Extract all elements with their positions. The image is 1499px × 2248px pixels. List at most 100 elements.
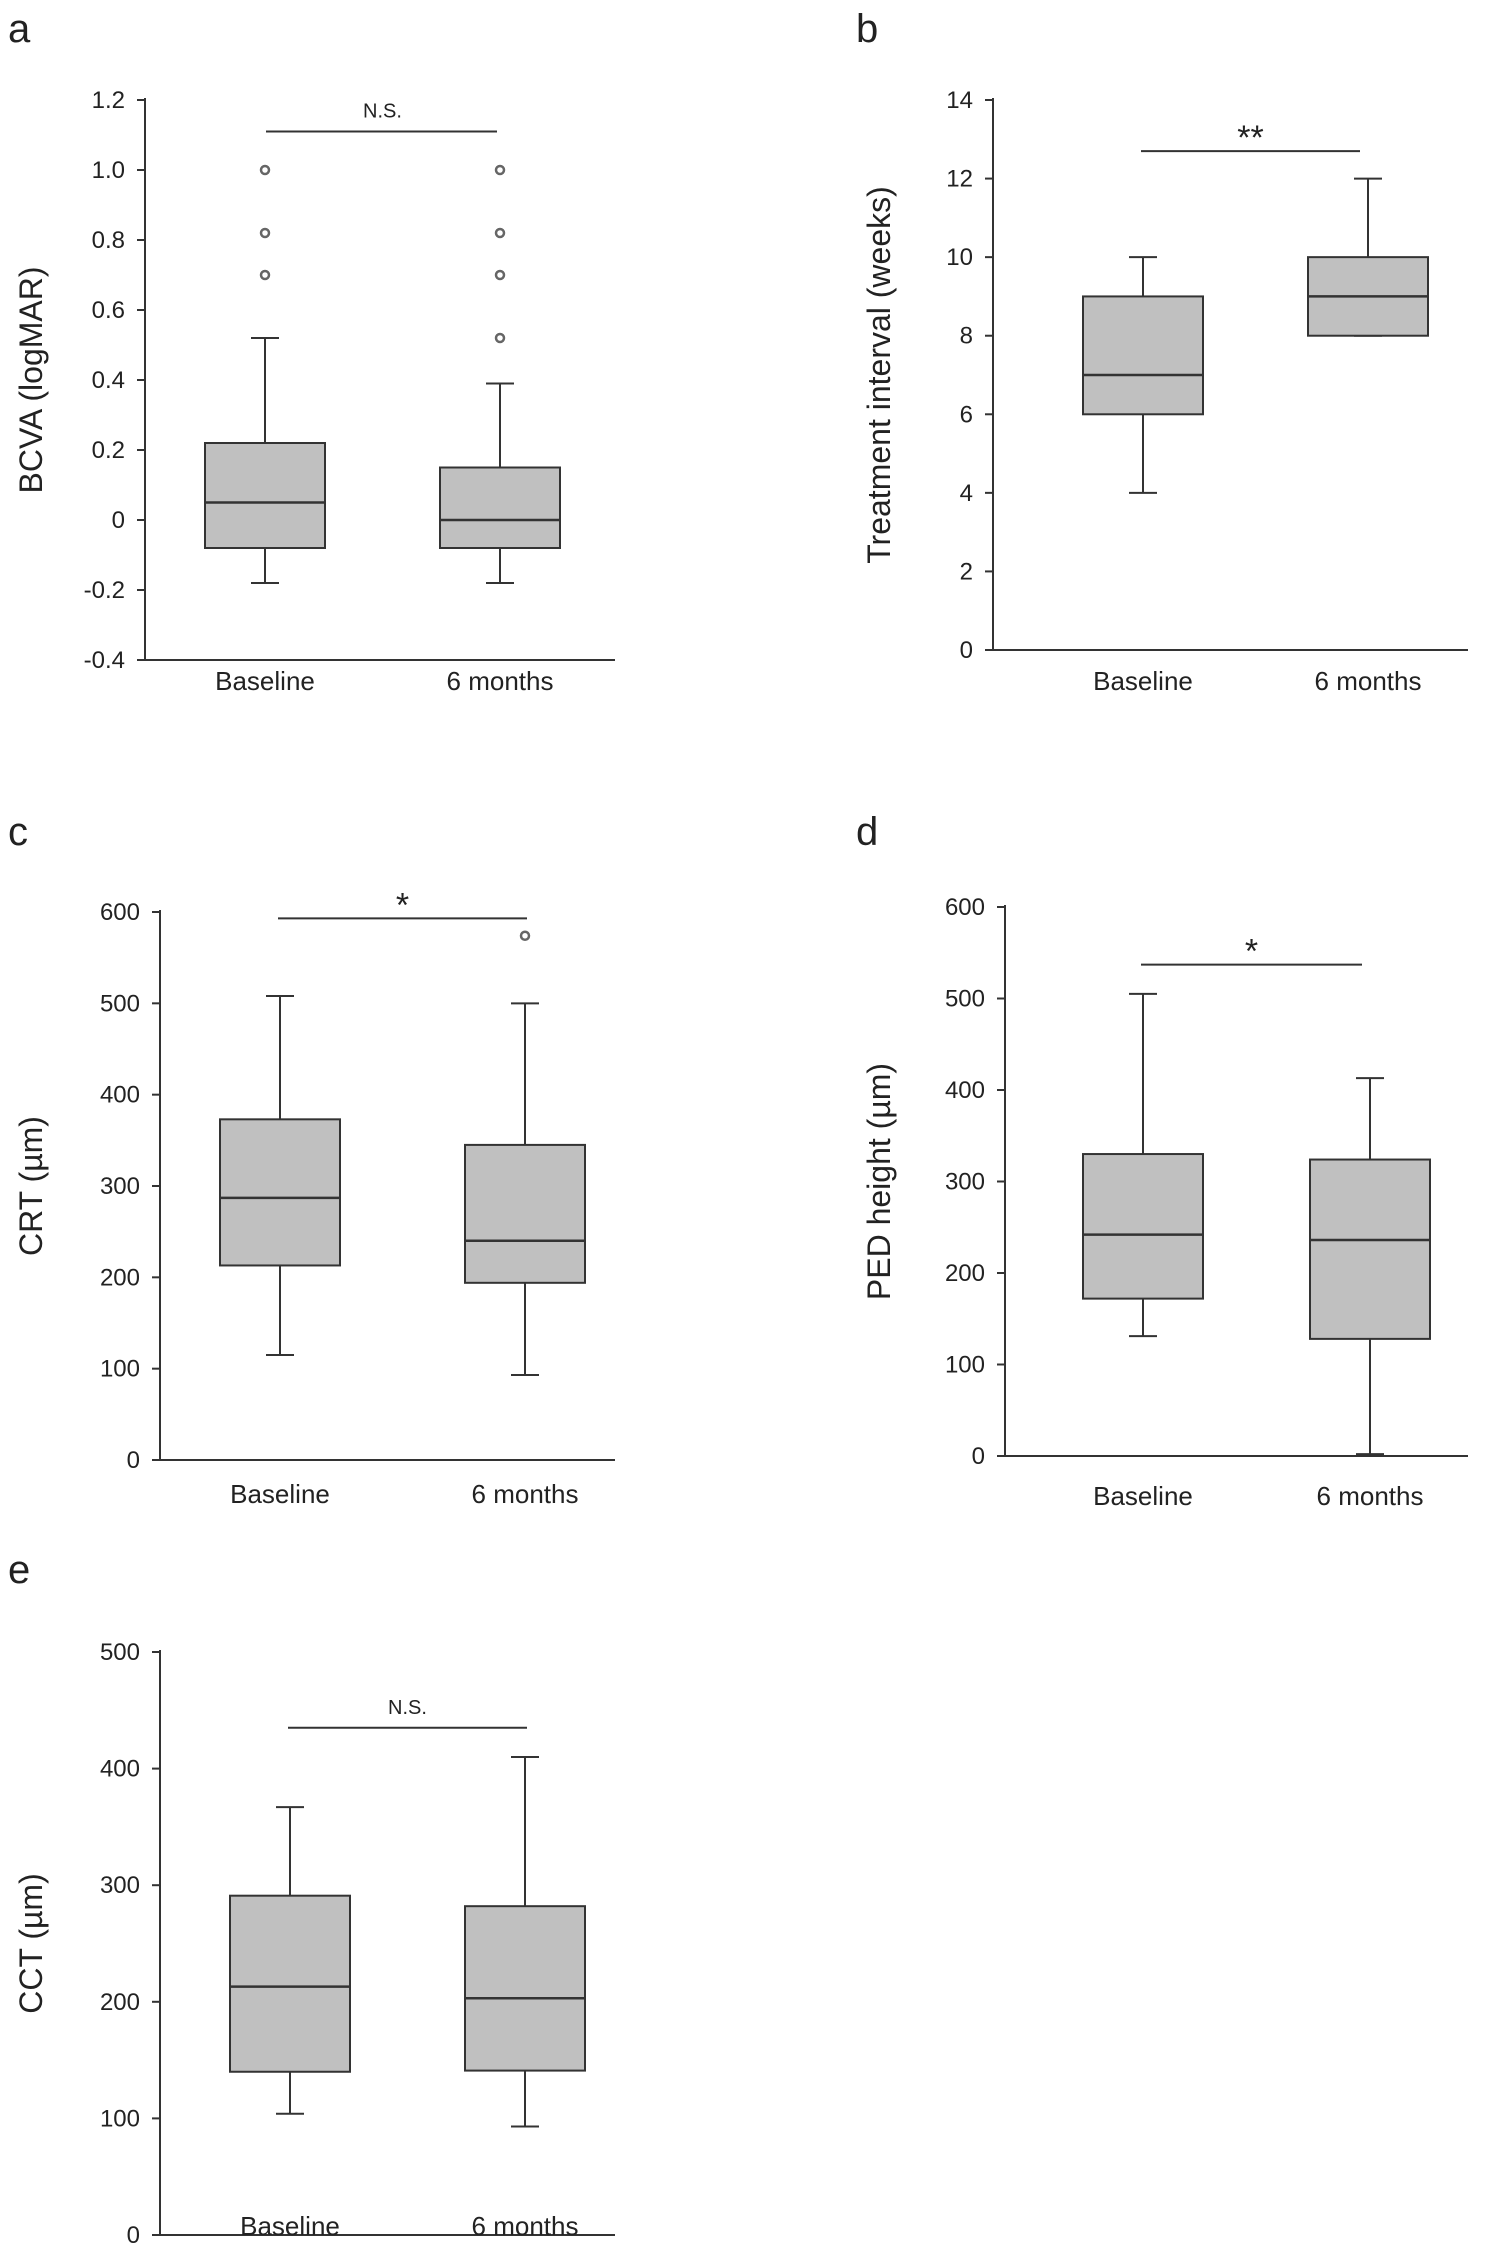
y-tick-label: 0 bbox=[972, 1443, 985, 1470]
y-tick-label: 300 bbox=[945, 1169, 985, 1196]
y-tick-label: 100 bbox=[945, 1352, 985, 1379]
significance-label: N.S. bbox=[388, 1697, 427, 1719]
y-tick-label: 500 bbox=[100, 990, 140, 1017]
panel-a-letter: a bbox=[8, 7, 31, 51]
y-tick-label: 500 bbox=[100, 1639, 140, 1666]
panel-b: b 0 2 4 6 8 10 12 14 Treatment interval (weeks) B… bbox=[856, 7, 1468, 696]
iqr-box bbox=[1309, 1158, 1431, 1340]
x-category-label: 6 months bbox=[447, 666, 554, 696]
y-tick-label: 300 bbox=[100, 1872, 140, 1899]
y-tick-label: -0.4 bbox=[84, 647, 125, 674]
panel-d: d 0 100 200 300 400 500 600 PED height (µm) Base… bbox=[856, 810, 1468, 1511]
y-tick-label: 0.8 bbox=[92, 227, 125, 254]
y-tick-label: 400 bbox=[100, 1756, 140, 1783]
box-6-months bbox=[1309, 1077, 1431, 1456]
outlier-point bbox=[494, 164, 506, 176]
box-baseline bbox=[229, 1806, 351, 2115]
y-axis-label: CCT (µm) bbox=[13, 1873, 49, 2013]
box-6-months bbox=[439, 164, 561, 584]
y-tick-label: 10 bbox=[946, 244, 973, 271]
y-tick-label: 14 bbox=[946, 87, 973, 114]
y-tick-label: 300 bbox=[100, 1173, 140, 1200]
panel-a: a -0.4 -0.2 0 0.2 0.4 0.6 0.8 1.0 1.2 BCVA (logMA… bbox=[8, 7, 615, 696]
x-category-label: 6 months bbox=[472, 2211, 579, 2241]
box-baseline bbox=[1082, 992, 1204, 1338]
significance-label: ** bbox=[1237, 119, 1263, 157]
y-tick-label: 6 bbox=[960, 401, 973, 428]
panel-b-letter: b bbox=[856, 7, 878, 51]
x-category-label: 6 months bbox=[472, 1479, 579, 1509]
y-tick-label: 100 bbox=[100, 2105, 140, 2132]
panel-d-letter: d bbox=[856, 810, 878, 854]
panel-a-plot: -0.4 -0.2 0 0.2 0.4 0.6 0.8 1.0 1.2 BCVA (logMAR)… bbox=[13, 87, 615, 696]
y-tick-label: 0.6 bbox=[92, 297, 125, 324]
y-tick-label: 600 bbox=[945, 894, 985, 921]
y-tick-label: 0 bbox=[960, 637, 973, 664]
x-category-label: Baseline bbox=[215, 666, 315, 696]
y-axis-label: CRT (µm) bbox=[13, 1116, 49, 1256]
x-category-label: Baseline bbox=[230, 1479, 330, 1509]
iqr-box bbox=[204, 442, 326, 549]
box-baseline bbox=[219, 995, 341, 1356]
y-tick-label: 4 bbox=[960, 480, 973, 507]
y-tick-label: 200 bbox=[100, 1989, 140, 2016]
box-6-months bbox=[1307, 177, 1429, 337]
outlier-point bbox=[259, 164, 271, 176]
panel-c: c 0 100 200 300 400 500 600 CRT (µm) Baseline 6 m… bbox=[8, 810, 615, 1509]
y-tick-label: 1.0 bbox=[92, 157, 125, 184]
y-tick-label: 2 bbox=[960, 558, 973, 585]
iqr-box bbox=[1082, 1153, 1204, 1300]
box-baseline bbox=[204, 164, 326, 584]
panel-c-plot: 0 100 200 300 400 500 600 CRT (µm) Baseline 6 mon… bbox=[13, 886, 615, 1509]
y-tick-label: 0 bbox=[112, 507, 125, 534]
y-tick-label: 400 bbox=[945, 1077, 985, 1104]
panel-b-plot: 0 2 4 6 8 10 12 14 Treatment interval (weeks) Bas… bbox=[861, 87, 1468, 696]
outlier-point bbox=[259, 269, 271, 281]
outlier-point bbox=[494, 332, 506, 344]
significance-label: * bbox=[1245, 933, 1258, 971]
y-tick-label: 600 bbox=[100, 899, 140, 926]
outlier-point bbox=[494, 269, 506, 281]
outlier-point bbox=[259, 227, 271, 239]
y-tick-label: 200 bbox=[100, 1264, 140, 1291]
panel-e: e 0 100 200 300 400 500 CCT (µm) Baseline 6 mont… bbox=[8, 1548, 615, 2248]
panel-e-letter: e bbox=[8, 1548, 30, 1592]
iqr-box bbox=[464, 1905, 586, 2072]
x-category-label: Baseline bbox=[240, 2211, 340, 2241]
x-category-label: Baseline bbox=[1093, 666, 1193, 696]
box-6-months bbox=[464, 930, 586, 1377]
outlier-point bbox=[519, 930, 531, 941]
y-tick-label: -0.2 bbox=[84, 577, 125, 604]
iqr-box bbox=[229, 1894, 351, 2073]
panel-d-plot: 0 100 200 300 400 500 600 PED height (µm) Baseli… bbox=[861, 894, 1468, 1511]
y-axis-label: Treatment interval (weeks) bbox=[861, 186, 897, 564]
panel-c-letter: c bbox=[8, 810, 28, 854]
y-axis-label: BCVA (logMAR) bbox=[13, 266, 49, 493]
iqr-box bbox=[1082, 295, 1204, 416]
iqr-box bbox=[464, 1143, 586, 1284]
x-category-label: 6 months bbox=[1317, 1481, 1424, 1511]
x-category-label: Baseline bbox=[1093, 1481, 1193, 1511]
y-tick-label: 8 bbox=[960, 323, 973, 350]
y-tick-label: 1.2 bbox=[92, 87, 125, 114]
x-category-label: 6 months bbox=[1315, 666, 1422, 696]
significance-label: N.S. bbox=[363, 101, 402, 123]
y-tick-label: 0 bbox=[127, 1447, 140, 1474]
iqr-box bbox=[439, 466, 561, 549]
iqr-box bbox=[219, 1118, 341, 1267]
significance-label: * bbox=[396, 886, 409, 924]
y-tick-label: 0 bbox=[127, 2222, 140, 2248]
y-axis-label: PED height (µm) bbox=[861, 1063, 897, 1300]
y-tick-label: 0.4 bbox=[92, 367, 125, 394]
box-6-months bbox=[464, 1755, 586, 2128]
y-tick-label: 12 bbox=[946, 166, 973, 193]
panel-e-plot: 0 100 200 300 400 500 CCT (µm) Baseline 6 months… bbox=[13, 1639, 615, 2248]
outlier-point bbox=[494, 227, 506, 239]
y-tick-label: 0.2 bbox=[92, 437, 125, 464]
box-baseline bbox=[1082, 256, 1204, 494]
y-tick-label: 500 bbox=[945, 986, 985, 1013]
y-tick-label: 100 bbox=[100, 1356, 140, 1383]
y-tick-label: 400 bbox=[100, 1082, 140, 1109]
y-tick-label: 200 bbox=[945, 1260, 985, 1287]
